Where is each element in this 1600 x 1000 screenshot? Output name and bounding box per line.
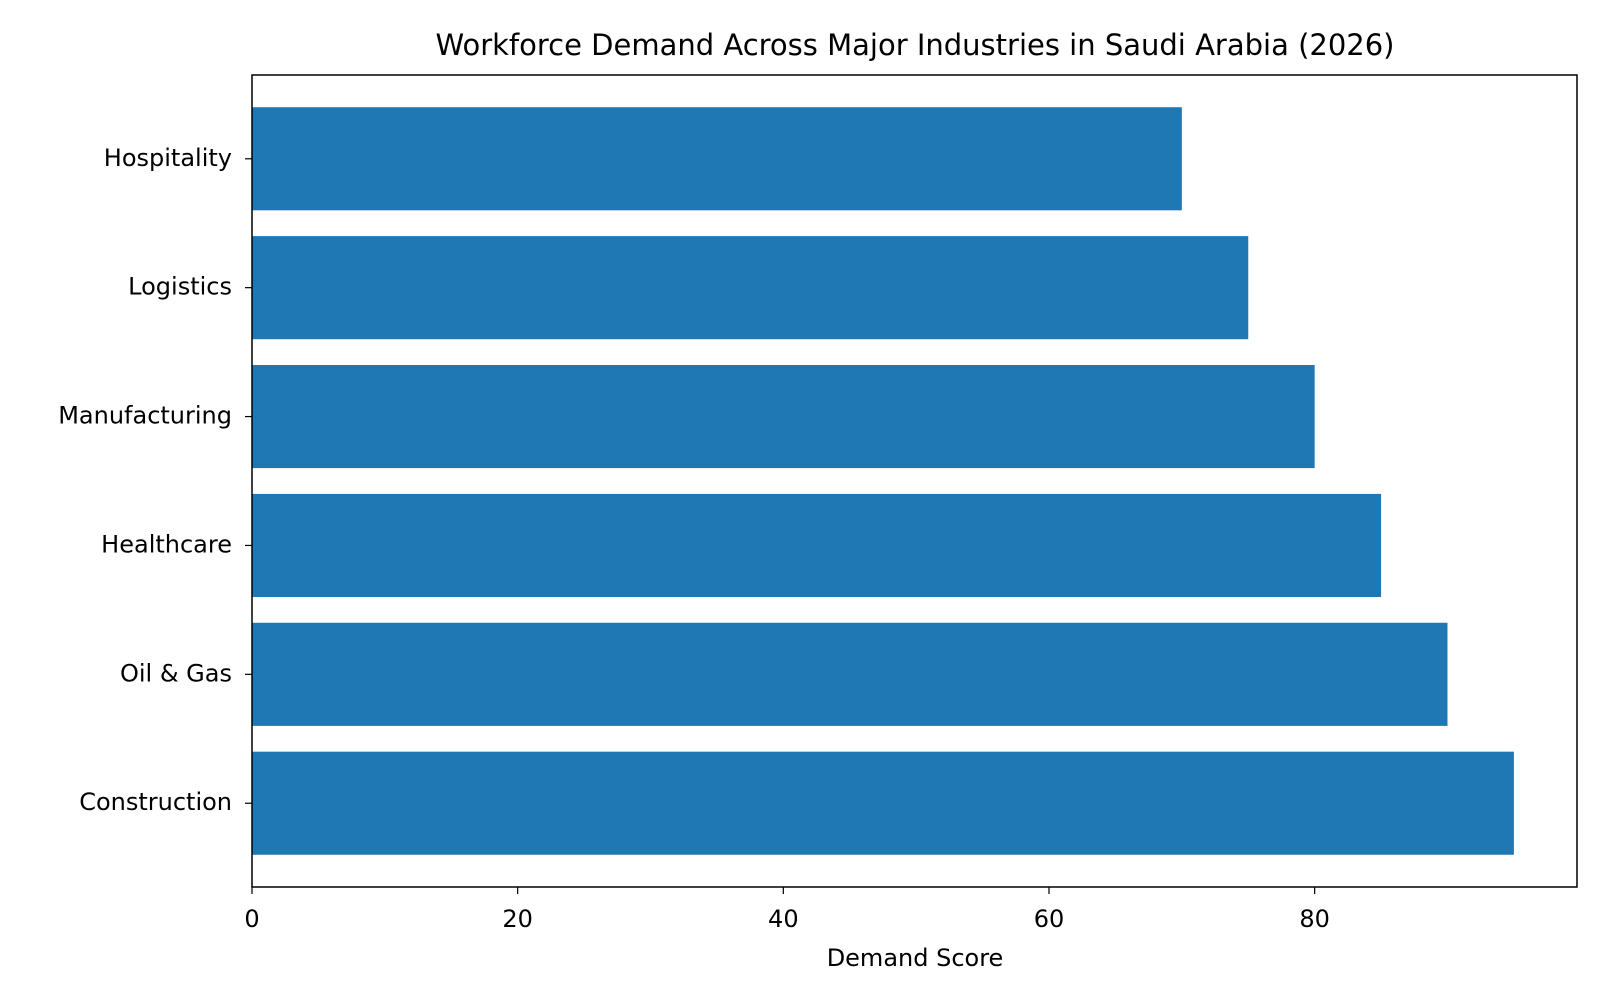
- plot-frame: [251, 74, 1578, 888]
- x-tick-label: 20: [502, 905, 533, 933]
- x-tick-label: 0: [244, 905, 259, 933]
- bar: [252, 236, 1249, 340]
- bar: [252, 365, 1315, 469]
- y-tick-label: Manufacturing: [58, 402, 232, 430]
- x-tick-label: 80: [1299, 905, 1330, 933]
- bar: [252, 107, 1182, 211]
- bar: [252, 751, 1514, 855]
- chart-title: Workforce Demand Across Major Industries…: [435, 28, 1394, 62]
- y-tick-label: Healthcare: [101, 530, 232, 558]
- x-tick-label: 40: [768, 905, 799, 933]
- y-tick-label: Construction: [79, 788, 232, 816]
- x-tick-label: 60: [1034, 905, 1065, 933]
- bar: [252, 493, 1382, 597]
- y-tick-label: Oil & Gas: [120, 659, 232, 687]
- bar: [252, 622, 1448, 726]
- y-tick-label: Hospitality: [104, 144, 232, 172]
- x-axis-label: Demand Score: [827, 944, 1004, 972]
- y-tick-label: Logistics: [128, 273, 232, 301]
